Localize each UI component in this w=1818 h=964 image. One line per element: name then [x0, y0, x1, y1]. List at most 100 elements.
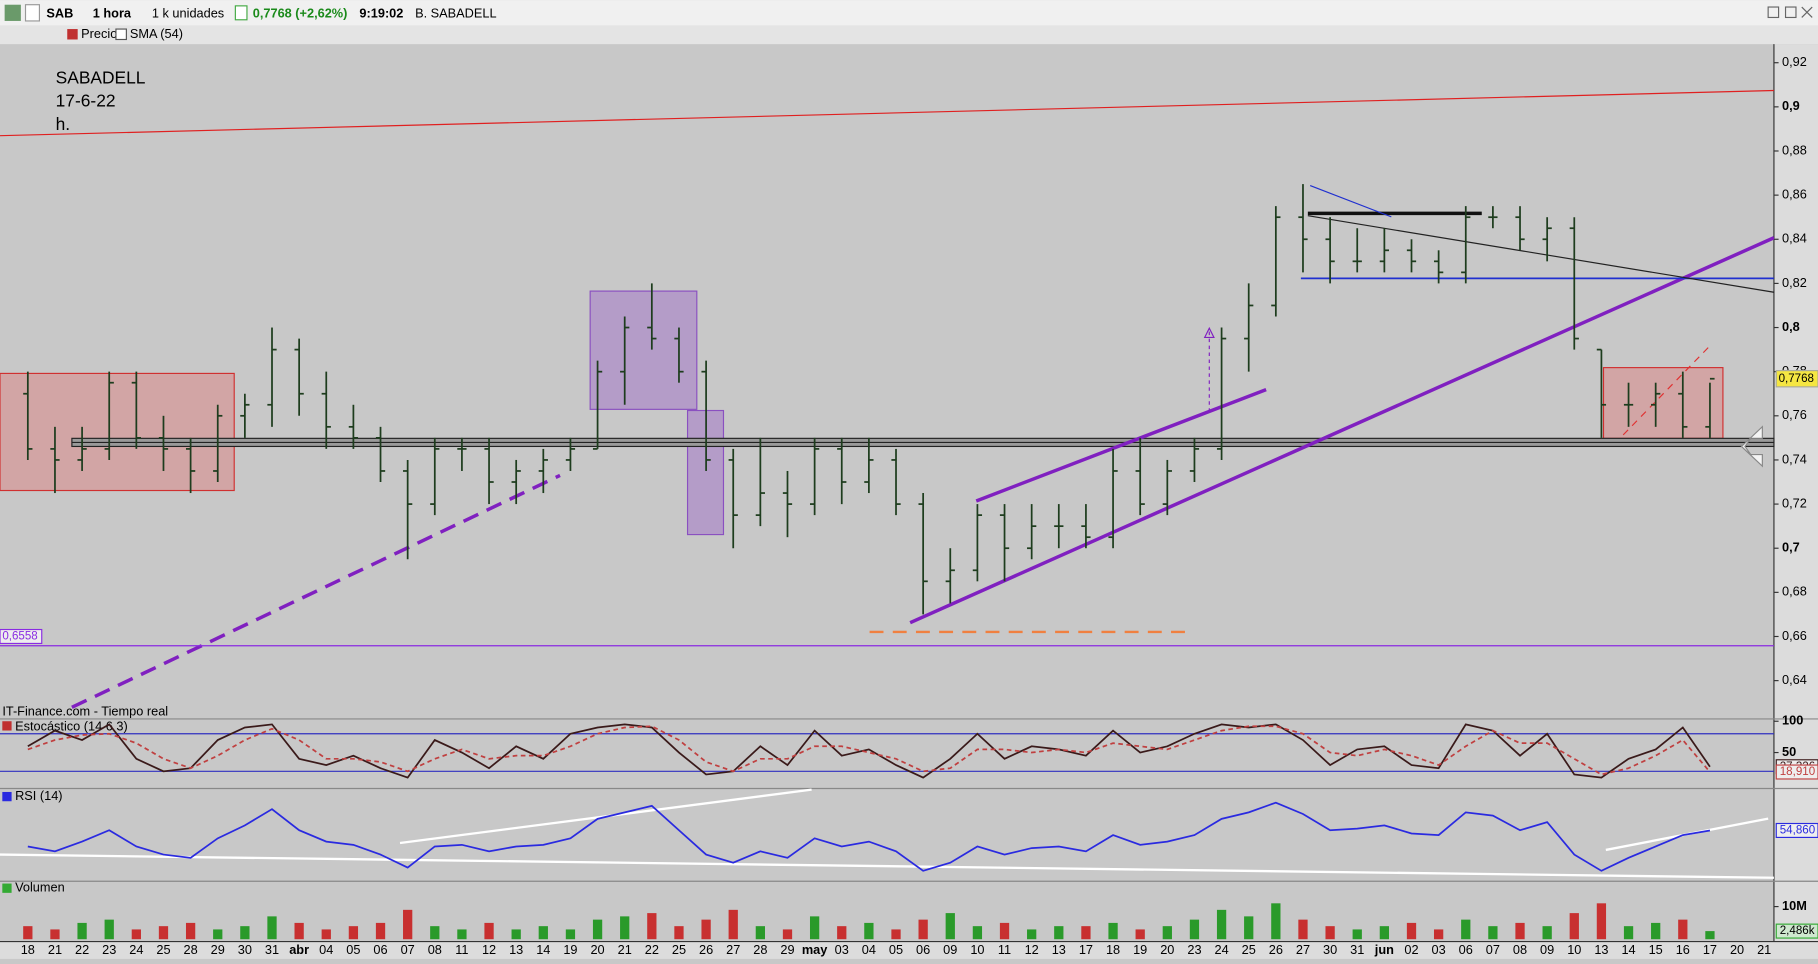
- x-tick-label: 03: [835, 942, 849, 957]
- volume-bar: [1569, 913, 1579, 940]
- annotation: SABADELL: [56, 68, 146, 88]
- x-tick-label: 24: [129, 942, 143, 957]
- x-tick-label: 09: [943, 942, 957, 957]
- x-tick-label: may: [802, 942, 828, 957]
- x-tick-label: 24: [1214, 942, 1228, 957]
- sma-color: [115, 28, 127, 41]
- symbol[interactable]: SAB: [46, 5, 73, 20]
- x-tick-label: 25: [156, 942, 170, 957]
- volume-bar: [484, 922, 494, 940]
- x-tick-label: 28: [753, 942, 767, 957]
- rsi-trend-line: [0, 853, 1774, 879]
- volume-bar: [1216, 909, 1227, 940]
- y-tick-label: 50: [1782, 744, 1796, 759]
- x-tick-label: 25: [672, 942, 686, 957]
- volume-bar: [1162, 926, 1172, 940]
- y-tick-label: 0,66: [1782, 628, 1807, 643]
- x-tick-label: 04: [862, 942, 876, 957]
- target-arrow-head: [1203, 326, 1215, 339]
- volume-bar: [837, 926, 847, 940]
- x-tick-label: 12: [1025, 942, 1039, 957]
- info-icon[interactable]: [234, 5, 248, 21]
- volume-bar: [294, 922, 304, 940]
- units[interactable]: 1 k unidades: [152, 5, 224, 20]
- volume-bar: [23, 926, 33, 940]
- volume-bar: [918, 919, 928, 940]
- y-tick-label: 0,7: [1782, 540, 1800, 555]
- volume-bar: [77, 922, 87, 940]
- trend-line: [909, 236, 1775, 625]
- volume-bar: [430, 926, 440, 940]
- trend-line: [1622, 345, 1711, 436]
- last-volume-box: [1775, 923, 1818, 939]
- rsi-color: [2, 791, 12, 802]
- source: IT-Finance.com - Tiempo real: [2, 703, 168, 718]
- minimize-button[interactable]: [1767, 6, 1780, 19]
- volume-bar: [1705, 931, 1715, 940]
- volume-bar: [565, 929, 576, 940]
- x-tick-label: 21: [618, 942, 632, 957]
- quote-time: 9:19:02: [359, 5, 403, 20]
- zone-box: [0, 372, 235, 492]
- trend-line: [975, 388, 1267, 503]
- annotation: 17-6-22: [56, 91, 116, 111]
- series-line: [27, 725, 1711, 776]
- level-label: 0,6558: [2, 631, 37, 643]
- interval[interactable]: 1 hora: [93, 5, 132, 20]
- volume-bar: [674, 926, 684, 940]
- x-tick-label: 30: [238, 942, 252, 957]
- y-tick-label: 0,76: [1782, 407, 1807, 422]
- x-tick-label: 11: [998, 942, 1011, 957]
- volume-bar: [782, 929, 793, 940]
- x-tick-label: 03: [1432, 942, 1446, 957]
- price-indicator[interactable]: Precio: [81, 26, 117, 41]
- volume-bar: [1461, 919, 1471, 940]
- volume-bar: [1352, 929, 1362, 940]
- volume-bar: [1189, 919, 1200, 940]
- y-tick-label: 100: [1782, 713, 1803, 728]
- x-tick-label: 05: [346, 942, 360, 957]
- volume-bar: [50, 929, 60, 940]
- close-button[interactable]: [1801, 6, 1813, 18]
- x-tick-label: 28: [184, 942, 198, 957]
- y-tick-label: 0,64: [1782, 672, 1807, 687]
- volume-bar: [511, 929, 521, 940]
- x-tick-label: 20: [1730, 942, 1744, 957]
- y-tick-label: 0,74: [1782, 451, 1807, 466]
- volume-bar: [403, 909, 413, 940]
- volume-bar: [267, 916, 277, 940]
- x-tick-label: 20: [590, 942, 604, 957]
- volume-color: [2, 883, 12, 893]
- maximize-button[interactable]: [1784, 6, 1797, 19]
- trend-line: [71, 473, 561, 709]
- volume-bar: [240, 926, 250, 940]
- volume-bar: [1379, 926, 1390, 940]
- x-tick-label: 02: [1404, 942, 1418, 957]
- y-tick-label: 0,86: [1782, 187, 1807, 202]
- volume-bar: [755, 926, 765, 940]
- volume-bar: [620, 916, 630, 940]
- value-label: 54,860: [1780, 825, 1815, 837]
- side-arrow[interactable]: [1740, 425, 1763, 468]
- volume-bar: [131, 929, 141, 940]
- volume-bar: [104, 919, 114, 940]
- panel-title: Volumen: [15, 880, 65, 895]
- value-label-box: [1775, 764, 1818, 780]
- panel-title: RSI (14): [15, 788, 62, 803]
- volume-bar: [1081, 926, 1091, 940]
- volume-bar: [1054, 926, 1064, 940]
- x-tick-label: 08: [1513, 942, 1527, 957]
- volume-bar: [1678, 919, 1688, 940]
- volume-bar: [809, 916, 820, 940]
- volume-bar: [1651, 922, 1661, 940]
- settings-icon[interactable]: [24, 4, 41, 22]
- sma-indicator[interactable]: SMA (54): [130, 26, 183, 41]
- x-tick-label: 26: [1269, 942, 1283, 957]
- value-label-box: [1775, 822, 1818, 838]
- last-price-label: 0,7768: [1779, 373, 1814, 385]
- x-tick-label: 29: [211, 942, 225, 957]
- price-color: [67, 29, 78, 40]
- chart-icon[interactable]: [4, 4, 21, 21]
- x-tick-label: abr: [289, 942, 309, 957]
